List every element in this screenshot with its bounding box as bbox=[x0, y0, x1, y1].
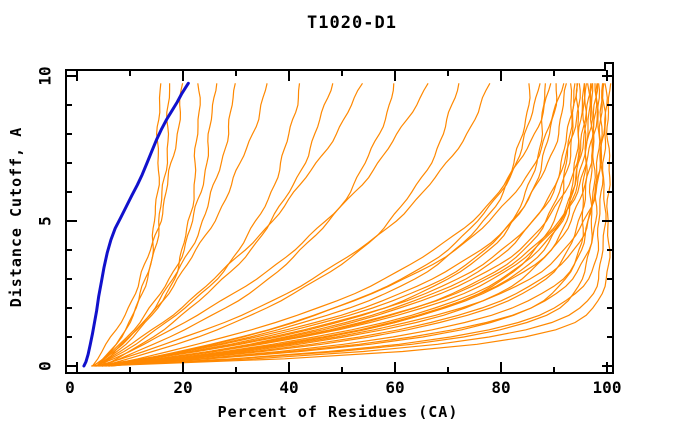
model-curve bbox=[102, 83, 580, 367]
x-tick-label: 60 bbox=[385, 378, 405, 397]
model-curve bbox=[98, 83, 598, 367]
x-tick-label: 80 bbox=[491, 378, 511, 397]
model-curve bbox=[95, 82, 363, 367]
model-curve bbox=[94, 83, 607, 367]
x-tick-label: 100 bbox=[592, 378, 622, 397]
model-curve bbox=[104, 83, 608, 367]
model-curve bbox=[108, 83, 576, 367]
model-curve bbox=[96, 83, 171, 367]
plot-border bbox=[65, 62, 614, 374]
x-tick-label: 0 bbox=[65, 378, 75, 397]
x-tick-label: 20 bbox=[173, 378, 193, 397]
model-curve bbox=[97, 83, 491, 367]
model-curve bbox=[103, 83, 552, 367]
model-curve bbox=[96, 83, 546, 367]
highlight-curve bbox=[82, 81, 190, 368]
model-curve bbox=[92, 83, 184, 367]
model-curve bbox=[102, 83, 395, 367]
model-curve bbox=[95, 82, 429, 367]
y-tick-label: 10 bbox=[35, 66, 55, 86]
model-curve bbox=[91, 83, 587, 367]
model-curve bbox=[95, 83, 301, 367]
model-curve bbox=[103, 83, 334, 367]
model-curve bbox=[96, 83, 558, 367]
model-curve bbox=[93, 83, 595, 367]
y-tick-label: 0 bbox=[35, 361, 55, 371]
model-curve bbox=[102, 83, 460, 367]
chart-title: T1020-D1 bbox=[307, 13, 397, 33]
model-curve bbox=[102, 83, 573, 367]
model-curve bbox=[96, 83, 201, 367]
model-curve bbox=[106, 83, 565, 367]
model-curve bbox=[92, 83, 162, 367]
model-curve bbox=[98, 83, 612, 367]
model-curve bbox=[107, 83, 601, 367]
model-curve bbox=[111, 83, 585, 367]
x-axis-label: Percent of Residues (CA) bbox=[217, 403, 459, 421]
model-curve bbox=[101, 83, 591, 367]
model-curve bbox=[96, 83, 236, 367]
x-tick-label: 40 bbox=[279, 378, 299, 397]
model-curve bbox=[102, 83, 531, 367]
model-curve bbox=[91, 83, 601, 367]
y-axis-label: Distance Cutoff, A bbox=[7, 126, 25, 308]
model-curve bbox=[100, 83, 604, 367]
y-tick-label: 5 bbox=[35, 216, 55, 226]
model-curve bbox=[93, 83, 218, 367]
model-curve bbox=[101, 83, 268, 367]
model-curve bbox=[108, 83, 541, 367]
model-curve bbox=[95, 83, 578, 367]
